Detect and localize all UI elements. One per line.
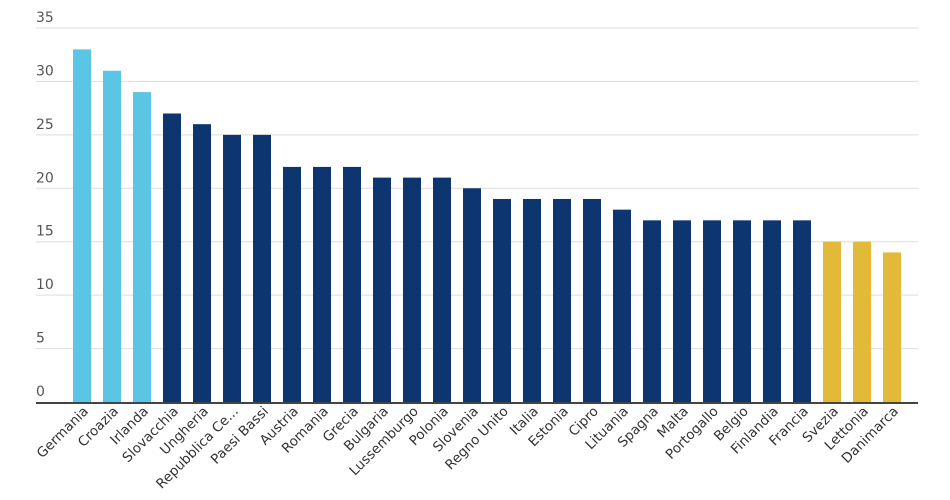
bar xyxy=(613,209,631,402)
bar xyxy=(163,113,181,402)
y-tick-label: 30 xyxy=(36,63,54,79)
bar xyxy=(223,134,241,402)
bar xyxy=(553,198,571,402)
bar xyxy=(883,252,901,402)
bar xyxy=(403,177,421,402)
bar xyxy=(313,166,331,402)
bar xyxy=(523,198,541,402)
y-tick-label: 5 xyxy=(36,331,45,347)
bar xyxy=(103,70,121,402)
bar xyxy=(133,92,151,402)
bar xyxy=(193,124,211,403)
y-axis-ticks: 0 5 10 15 20 25 30 35 xyxy=(36,10,54,400)
y-tick-label: 15 xyxy=(36,224,54,240)
bar xyxy=(343,166,361,402)
bar xyxy=(253,134,271,402)
bar xyxy=(283,166,301,402)
bar xyxy=(583,198,601,402)
bars xyxy=(73,49,901,403)
y-tick-label: 0 xyxy=(36,384,45,400)
y-tick-label: 20 xyxy=(36,170,54,186)
bar xyxy=(493,198,511,402)
bar xyxy=(73,49,91,402)
bar xyxy=(853,241,871,402)
y-tick-label: 25 xyxy=(36,117,54,133)
bar xyxy=(673,220,691,402)
bar xyxy=(793,220,811,402)
bar xyxy=(823,241,841,402)
bar xyxy=(433,177,451,402)
bar xyxy=(373,177,391,402)
bar xyxy=(763,220,781,402)
x-axis-labels: GermaniaCroaziaIrlandaSlovacchiaUngheria… xyxy=(34,404,902,493)
bar xyxy=(643,220,661,402)
bar xyxy=(703,220,721,402)
bar xyxy=(733,220,751,402)
y-tick-label: 10 xyxy=(36,277,54,293)
y-tick-label: 35 xyxy=(36,10,54,26)
bar xyxy=(463,188,481,402)
